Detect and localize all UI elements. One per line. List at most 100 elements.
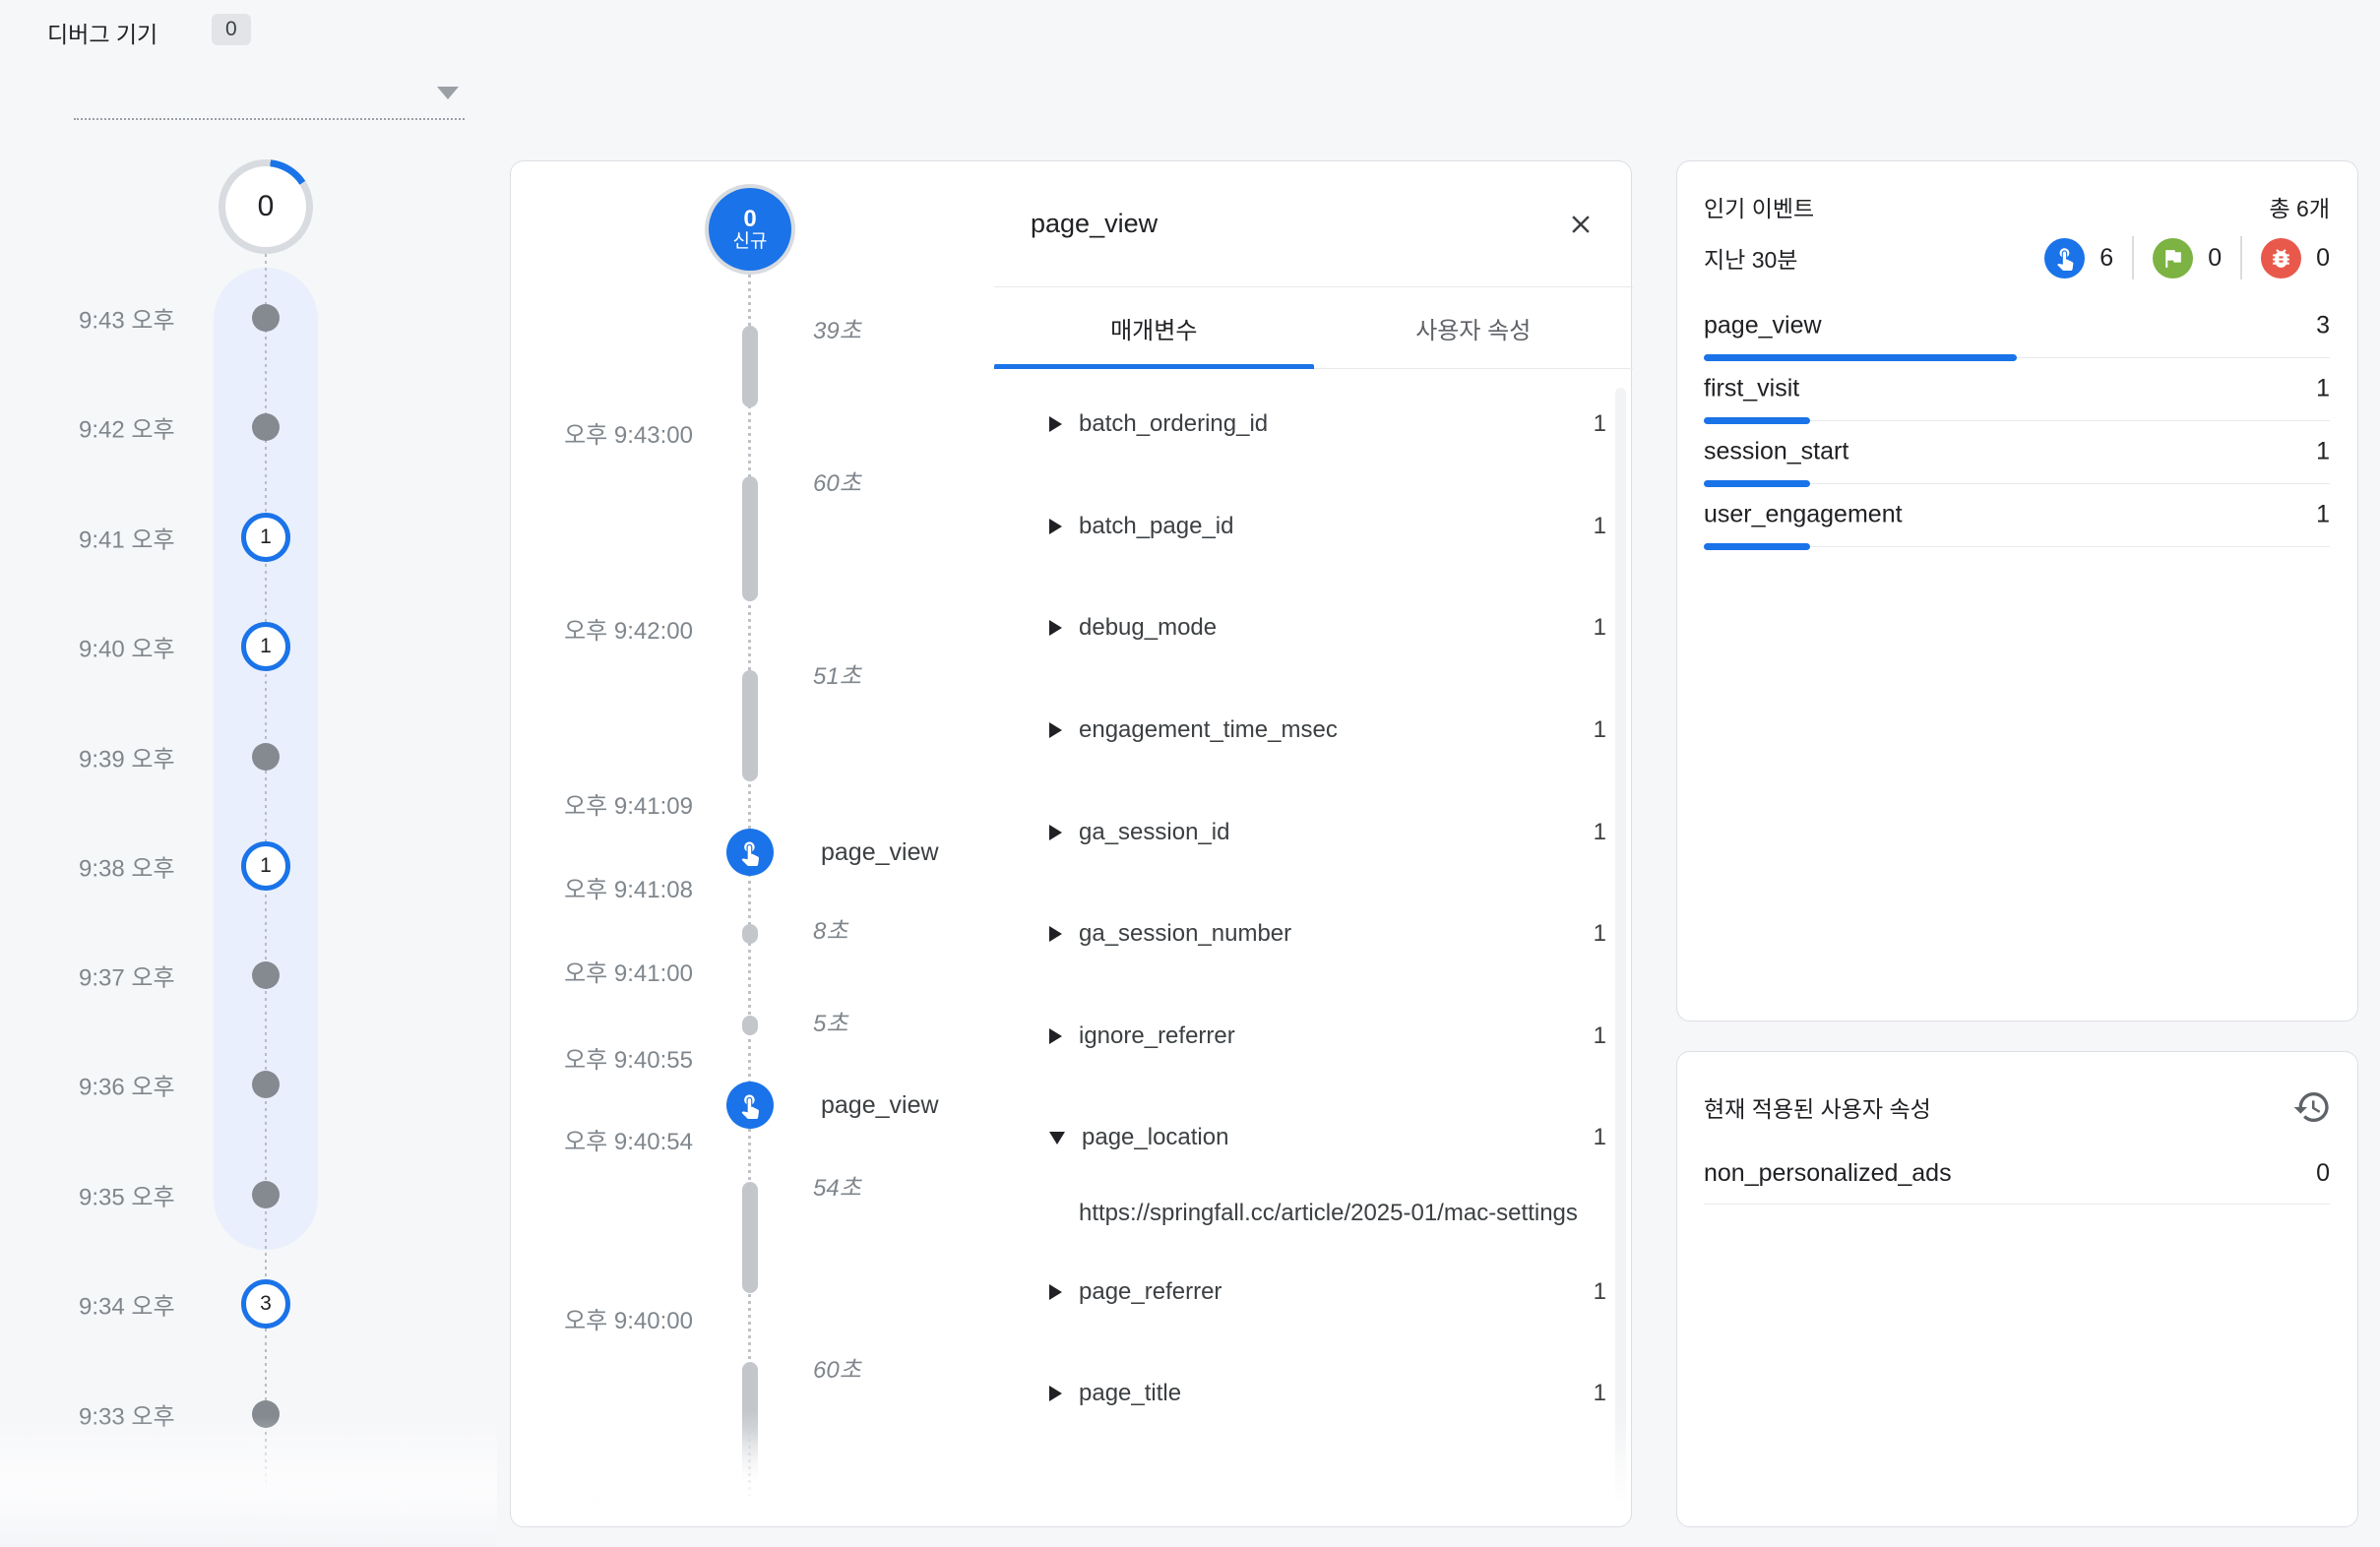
history-icon [2293,1092,2329,1122]
param-count: 1 [1593,410,1606,437]
timeline-time-label: 9:36 오후 [79,1074,175,1101]
timeline-minute-bubble[interactable]: 3 [241,1279,290,1329]
stream-event-marker[interactable] [726,829,774,876]
touch-events-icon [2044,237,2086,278]
duration-label: 51초 [813,662,861,690]
timeline-minute-bubble[interactable]: 1 [241,622,290,671]
top-event-row[interactable]: user_engagement 1 [1704,483,2330,550]
touch-app-icon [741,841,760,866]
param-name: batch_page_id [1079,513,1234,539]
device-select-dropdown[interactable] [74,57,465,120]
top-events-card: 인기 이벤트 총 6개 지난 30분 6 0 0 page_view 3 fir… [1676,160,2358,1021]
stream-axis [748,275,751,1520]
stream-time-label: 오후 9:43:00 [564,421,693,449]
param-count: 1 [1593,920,1606,947]
param-row[interactable]: ga_session_number 1 [1049,912,1606,956]
timeline-time-label: 9:43 오후 [79,307,175,335]
bug-errors-icon [2261,237,2302,278]
param-count: 1 [1593,819,1606,845]
expand-arrow-icon [1049,1386,1062,1401]
expand-arrow-icon [1049,1284,1062,1300]
stream-time-label: 오후 9:41:09 [564,792,693,820]
event-detail-title: page_view [1031,209,1159,238]
event-count: 1 [2316,374,2330,402]
chevron-down-icon [437,87,459,99]
user-properties-title: 현재 적용된 사용자 속성 [1704,1096,1931,1122]
event-count-bar [1704,417,1811,424]
top-event-row[interactable]: page_view 3 [1704,294,2330,361]
param-row[interactable]: engagement_time_msec 1 [1049,709,1606,752]
timeline-dot [252,1181,280,1208]
param-count: 1 [1593,1124,1606,1150]
expand-arrow-icon [1049,519,1062,534]
user-property-value: 0 [2316,1158,2330,1187]
timeline-row: 9:39 오후 [0,732,413,781]
timeline-row: 9:34 오후 3 [0,1279,413,1329]
engagement-segment [742,476,758,601]
param-row[interactable]: batch_ordering_id 1 [1049,402,1606,446]
param-count: 1 [1593,716,1606,743]
expand-arrow-icon [1049,416,1062,432]
tab-parameters[interactable]: 매개변수 [994,287,1314,369]
new-events-badge[interactable]: 0 신규 [709,188,791,271]
param-name: ga_session_id [1079,819,1230,845]
scrollbar[interactable] [1615,388,1626,1518]
timeline-minute-bubble[interactable]: 1 [241,841,290,891]
debug-device-label: 디버그 기기 [47,22,158,47]
stream-event-name[interactable]: page_view [821,1090,939,1119]
param-row[interactable]: ignore_referrer 1 [1049,1015,1606,1058]
top-event-row[interactable]: session_start 1 [1704,420,2330,487]
close-button[interactable] [1558,202,1603,247]
event-name: session_start [1704,437,1849,465]
param-row[interactable]: page_referrer 1 [1049,1270,1606,1314]
timeline-bottom-fade [0,1417,497,1547]
timeline-row: 9:38 오후 1 [0,841,413,891]
event-name: page_view [1704,311,1822,340]
param-name: ga_session_number [1079,920,1292,947]
debug-stream-card: 0 신규 오후 9:43:00 오후 9:42:00 오후 9:41:09 오후… [510,160,1633,1527]
timeline-minute-bubble[interactable]: 1 [241,513,290,562]
stream-time-label: 오후 9:40:54 [564,1128,693,1155]
detail-tabs: 매개변수 사용자 속성 [994,286,1633,369]
stream-event-name[interactable]: page_view [821,837,939,866]
timeline-time-label: 9:35 오후 [79,1184,175,1211]
timeline-time-label: 9:37 오후 [79,964,175,992]
timeline-row: 9:36 오후 [0,1060,413,1109]
flag-conversions-icon [2153,237,2194,278]
duration-label: 60초 [813,469,861,497]
user-property-row[interactable]: non_personalized_ads 0 [1704,1143,2330,1205]
engagement-segment [742,326,758,407]
timeline-current-minute-counter[interactable]: 0 [219,159,313,254]
history-button[interactable] [2288,1083,2336,1131]
stream-time-label: 오후 9:40:55 [564,1046,693,1074]
param-name: debug_mode [1079,614,1218,641]
engagement-segment [742,1362,758,1485]
param-name: page_referrer [1079,1278,1222,1305]
divider [2240,236,2243,279]
timeline-row: 9:40 오후 1 [0,622,413,671]
event-count-bar [1704,354,2017,361]
duration-label: 5초 [813,1010,848,1037]
stream-event-marker[interactable] [726,1082,774,1129]
timeline-time-label: 9:42 오후 [79,416,175,444]
param-count: 1 [1593,614,1606,641]
engagement-segment [742,924,758,944]
stream-time-label: 오후 9:42:00 [564,617,693,645]
stream-time-label: 오후 9:40:00 [564,1307,693,1334]
param-row[interactable]: ga_session_id 1 [1049,811,1606,854]
param-row[interactable]: batch_page_id 1 [1049,505,1606,548]
event-type-counters: 6 0 0 [2044,236,2330,279]
expand-arrow-icon [1049,722,1062,738]
close-icon [1572,215,1590,233]
tab-user-properties[interactable]: 사용자 속성 [1415,317,1532,344]
param-row-expanded[interactable]: page_location 1 [1049,1116,1606,1159]
param-name: engagement_time_msec [1079,716,1338,743]
divider [2132,236,2135,279]
duration-label: 54초 [813,1174,861,1202]
param-row[interactable]: page_title 1 [1049,1372,1606,1415]
param-count: 1 [1593,1278,1606,1305]
param-name: page_location [1082,1124,1229,1150]
duration-label: 60초 [813,1356,861,1384]
param-row[interactable]: debug_mode 1 [1049,606,1606,650]
top-event-row[interactable]: first_visit 1 [1704,357,2330,424]
